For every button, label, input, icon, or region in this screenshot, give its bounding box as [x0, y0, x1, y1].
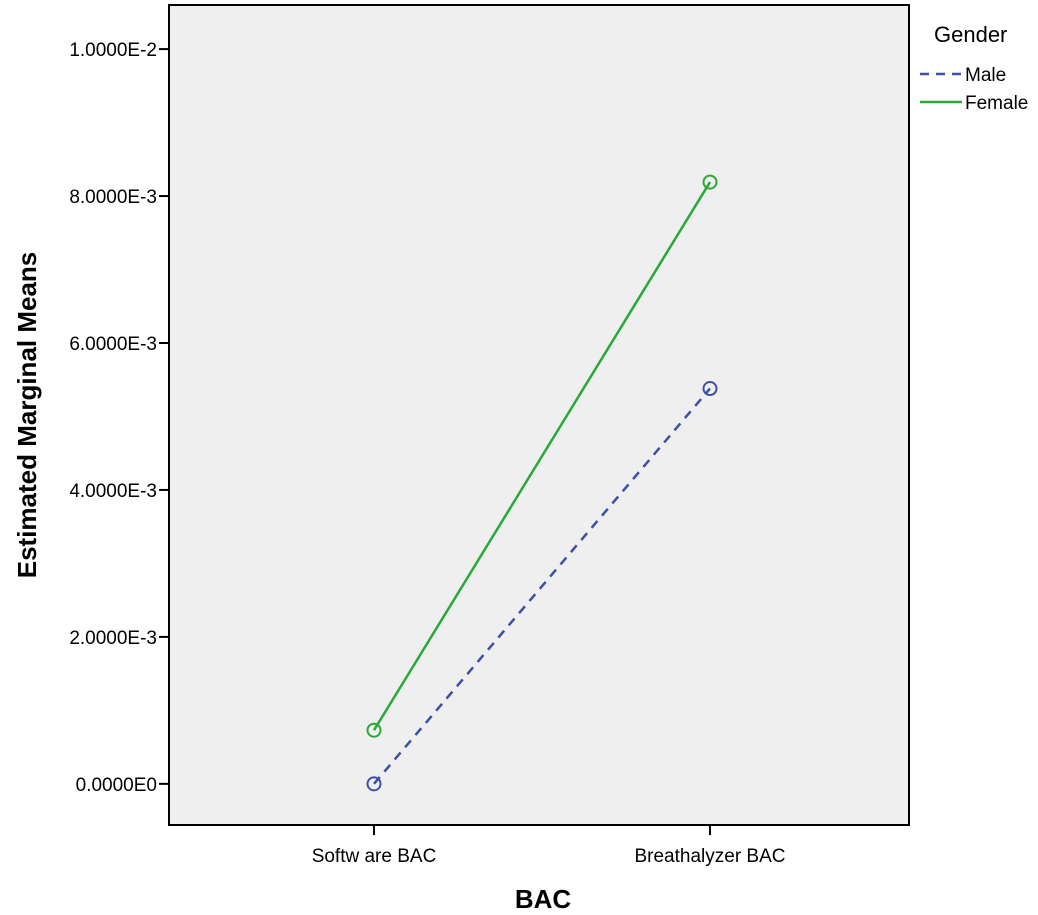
- series-layer: [366, 174, 718, 792]
- legend-label: Male: [965, 65, 1006, 86]
- plot-area: [168, 4, 910, 826]
- legend-items: Male Female: [920, 65, 1028, 114]
- series-female: [366, 174, 718, 738]
- y-tick-label: 2.0000E-3: [69, 628, 157, 649]
- series-line-male: [373, 387, 711, 785]
- data-point: [702, 381, 718, 397]
- y-tick-label: 4.0000E-3: [69, 481, 157, 502]
- x-tick-label: Breathalyzer BAC: [634, 846, 785, 867]
- legend-item: Female: [920, 93, 1028, 114]
- legend-item: Male: [920, 65, 1006, 86]
- y-axis: 0.0000E0 2.0000E-3 4.0000E-3 6.0000E-3 8.000…: [69, 40, 169, 796]
- legend-label: Female: [965, 93, 1028, 114]
- y-axis-title: Estimated Marginal Means: [12, 252, 42, 579]
- data-point: [366, 722, 382, 738]
- y-tick-label: 6.0000E-3: [69, 334, 157, 355]
- x-axis-title: BAC: [515, 884, 572, 914]
- y-tick-label: 1.0000E-2: [69, 40, 157, 61]
- series-line-female: [372, 181, 712, 731]
- legend: Gender Male Female: [920, 22, 1028, 114]
- series-male: [366, 381, 718, 792]
- legend-title: Gender: [934, 22, 1007, 47]
- y-tick-label: 8.0000E-3: [69, 187, 157, 208]
- data-point: [366, 776, 382, 792]
- x-tick-label: Softw are BAC: [312, 846, 437, 867]
- x-axis: Softw are BAC Breathalyzer BAC: [312, 825, 786, 867]
- y-tick-label: 0.0000E0: [76, 775, 157, 796]
- data-point: [702, 174, 718, 190]
